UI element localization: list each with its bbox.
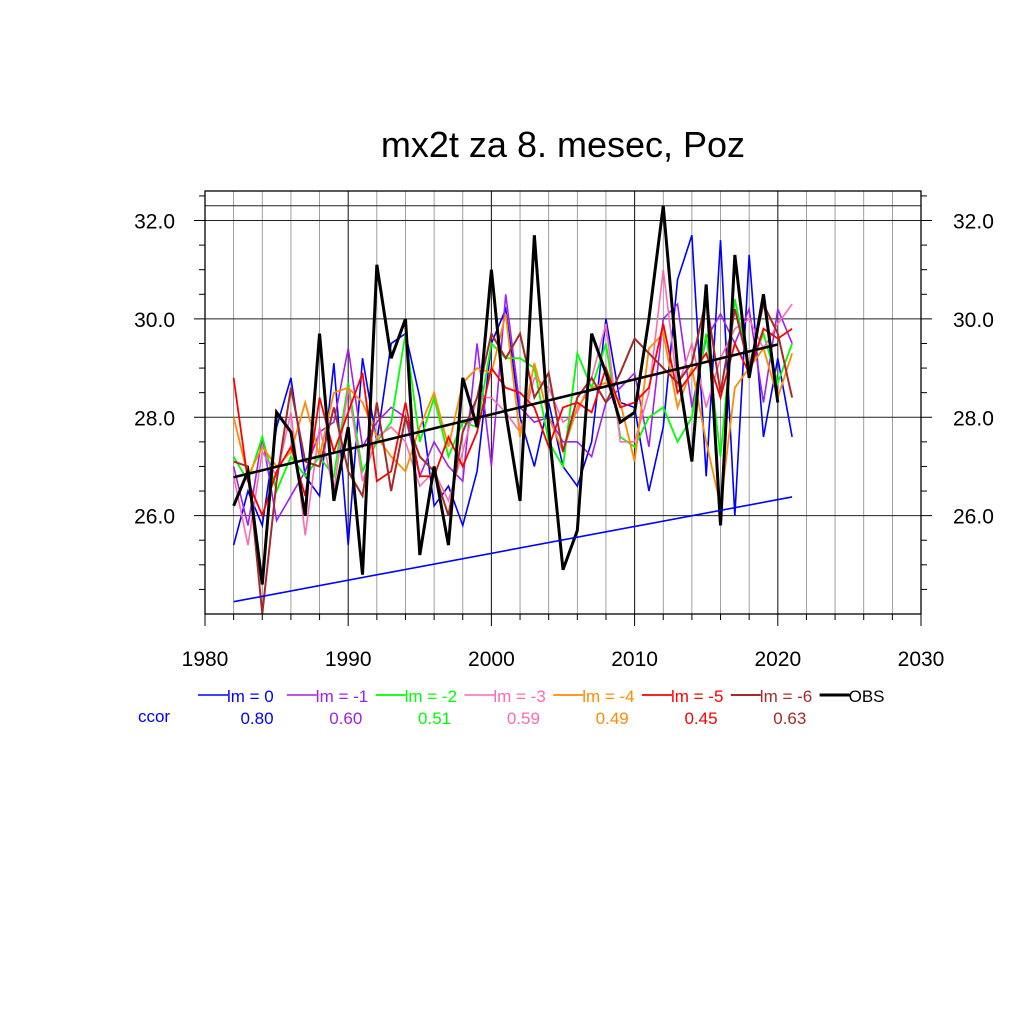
legend-label-5: lm = -5 xyxy=(671,687,723,706)
ccor-label: ccor xyxy=(138,707,170,726)
x-tick-label: 2010 xyxy=(611,648,658,671)
legend-label-6: lm = -6 xyxy=(760,687,812,706)
y-tick-label-left: 32.0 xyxy=(134,211,175,234)
legend-label-0: lm = 0 xyxy=(227,687,274,706)
x-tick-label: 2000 xyxy=(468,648,515,671)
legend-label-3: lm = -3 xyxy=(493,687,545,706)
y-tick-label-right: 30.0 xyxy=(953,309,994,332)
legend-label-1: lm = -1 xyxy=(316,687,368,706)
x-tick-label: 1980 xyxy=(182,648,229,671)
x-tick-label: 2020 xyxy=(754,648,801,671)
y-tick-label-right: 32.0 xyxy=(953,211,994,234)
legend-label-2: lm = -2 xyxy=(405,687,457,706)
y-tick-label-left: 30.0 xyxy=(134,309,175,332)
legend-ccor-2: 0.51 xyxy=(418,709,451,728)
chart-title: mx2t za 8. mesec, Poz xyxy=(381,124,745,165)
legend-ccor-3: 0.59 xyxy=(507,709,540,728)
y-tick-label-right: 28.0 xyxy=(953,407,994,430)
series-line-6 xyxy=(233,298,794,615)
plot-frame xyxy=(204,190,922,615)
legend-ccor-0: 0.80 xyxy=(240,709,273,728)
x-tick-label: 2030 xyxy=(898,648,945,671)
series-line-7 xyxy=(232,205,780,585)
trend-line-0 xyxy=(233,343,779,479)
legend-ccor-5: 0.45 xyxy=(684,709,717,728)
y-tick-label-right: 26.0 xyxy=(953,506,994,529)
y-tick-label-left: 28.0 xyxy=(134,407,175,430)
y-tick-label-left: 26.0 xyxy=(134,506,175,529)
legend-ccor-4: 0.49 xyxy=(596,709,629,728)
axis-layer: 26.0 26.0 28.0 28.0 30.0 30.0 32.0 32.0 1980 1990… xyxy=(134,190,994,671)
x-tick-label: 1990 xyxy=(325,648,372,671)
legend-ccor-6: 0.63 xyxy=(773,709,806,728)
data-layer xyxy=(232,205,794,615)
legend-ccor-1: 0.60 xyxy=(329,709,362,728)
legend-label-4: lm = -4 xyxy=(582,687,634,706)
legend-label-7: OBS xyxy=(849,687,885,706)
legend: lm = 0 0.80 lm = -1 0.60 lm = -2 0.51 lm = -3 0… xyxy=(198,687,885,728)
trend-line-1 xyxy=(233,496,793,603)
